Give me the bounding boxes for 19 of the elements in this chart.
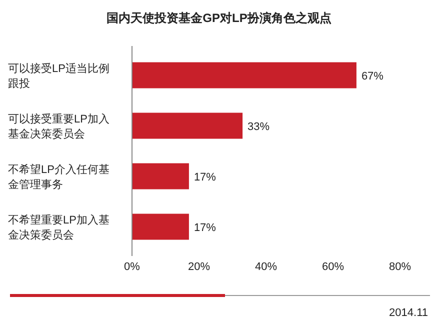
bar: [132, 112, 243, 139]
y-tick-label: 不希望LP介入任何基金管理事务: [8, 162, 110, 191]
y-tick-label: 可以接受LP适当比例跟投: [8, 62, 110, 90]
x-tick-label: 80%: [388, 261, 412, 273]
y-tick-label: 可以接受重要LP加入基金决策委员会: [8, 112, 110, 140]
bar: [132, 163, 189, 190]
text: 2014.11: [389, 307, 428, 319]
bar: [132, 62, 356, 88]
x-tick-label: 0%: [124, 261, 140, 273]
x-tick-label: 40%: [254, 261, 278, 273]
x-tick-label: 20%: [188, 261, 210, 273]
y-tick-label: 不希望重要LP加入基金决策委员会: [8, 213, 110, 242]
bar: [132, 214, 189, 240]
chart-title: 国内天使投资基金GP对LP扮演角色之观点: [106, 11, 332, 25]
x-tick-label: 60%: [322, 261, 344, 273]
data-label: 33%: [248, 120, 270, 133]
data-label: 67%: [361, 70, 384, 82]
data-label: 17%: [194, 171, 216, 184]
data-label: 17%: [194, 222, 216, 234]
